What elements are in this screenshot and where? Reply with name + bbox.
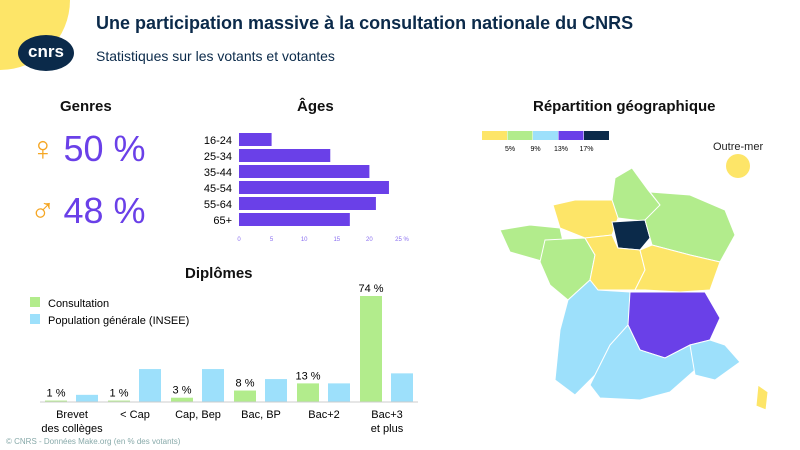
- map-legend-tick: 5%: [505, 146, 515, 153]
- genres-title: Genres: [60, 98, 112, 115]
- legend-label: Population générale (INSEE): [48, 315, 189, 327]
- map-legend-tick: 9%: [530, 146, 540, 153]
- female-symbol-icon: ♀: [30, 129, 56, 168]
- age-label: 45-54: [204, 183, 232, 195]
- age-bar-35-44: [239, 165, 370, 178]
- outre-mer-circle: [726, 154, 750, 178]
- page-subtitle: Statistiques sur les votants et votantes: [96, 48, 335, 64]
- diplome-bar: [328, 383, 350, 402]
- page-title: Une participation massive à la consultat…: [96, 13, 634, 33]
- diplome-bar: [391, 373, 413, 402]
- map-region-paca: [689, 339, 741, 381]
- cnrs-logo: cnrs: [18, 35, 74, 71]
- age-label: 25-34: [204, 151, 232, 163]
- age-label: 16-24: [204, 135, 232, 147]
- diplome-value: 8 %: [236, 378, 255, 390]
- diplome-label: Cap, Bep: [175, 409, 221, 421]
- age-tick: 10: [301, 237, 308, 243]
- female-percent: 50 %: [63, 128, 146, 169]
- map-region-normandie: [552, 199, 619, 239]
- map-legend-swatch: [482, 131, 507, 140]
- age-bar-45-54: [239, 181, 389, 194]
- age-bar-65+: [239, 213, 350, 226]
- diplomes-title: Diplômes: [185, 265, 253, 282]
- diplome-bar: [171, 397, 193, 402]
- gender-female: ♀ 50 %: [30, 128, 146, 170]
- age-tick: 25 %: [395, 237, 409, 243]
- age-bar-25-34: [239, 149, 331, 162]
- map-legend-tick: 17%: [579, 146, 593, 153]
- map-legend-swatch: [533, 131, 558, 140]
- diplome-bar: [108, 400, 130, 402]
- diplome-bar: [360, 296, 382, 402]
- diplome-label: Bac+3: [371, 409, 403, 421]
- age-label: 35-44: [204, 167, 232, 179]
- map-region-corse: [755, 384, 769, 411]
- diplome-label: Bac+2: [308, 409, 340, 421]
- footer-credit: © CNRS - Données Make.org (en % des vota…: [6, 437, 181, 446]
- diplome-value: 3 %: [173, 385, 192, 397]
- map-legend-swatch: [507, 131, 533, 140]
- diplome-label: des collèges: [41, 423, 103, 435]
- age-bar-55-64: [239, 197, 376, 210]
- male-percent: 48 %: [63, 190, 146, 231]
- legend-swatch: [30, 314, 40, 324]
- diplome-bar: [202, 369, 224, 402]
- map-legend-swatch: [558, 131, 584, 140]
- diplome-value: 13 %: [295, 370, 320, 382]
- diplome-label: et plus: [371, 423, 404, 435]
- male-symbol-icon: ♂: [30, 191, 56, 230]
- age-tick: 20: [366, 237, 373, 243]
- map-legend-swatch: [584, 131, 609, 140]
- age-tick: 0: [237, 237, 241, 243]
- ages-title: Âges: [297, 98, 334, 115]
- diplome-bar: [297, 383, 319, 402]
- age-bar-16-24: [239, 133, 272, 146]
- map-legend-tick: 13%: [554, 146, 568, 153]
- legend-swatch: [30, 297, 40, 307]
- age-tick: 5: [270, 237, 274, 243]
- diplome-bar: [234, 390, 256, 402]
- map-region-ile-de-france: [611, 219, 651, 251]
- diplome-value: 74 %: [358, 283, 383, 295]
- map-title: Répartition géographique: [533, 98, 716, 115]
- gender-male: ♂ 48 %: [30, 190, 146, 232]
- diplome-bar: [45, 400, 67, 402]
- diplome-value: 1 %: [110, 388, 129, 400]
- age-tick: 15: [333, 237, 340, 243]
- diplome-bar: [139, 369, 161, 402]
- map-region-bourgogne-fc: [634, 244, 721, 293]
- diplome-value: 1 %: [47, 388, 66, 400]
- diplome-label: Brevet: [56, 409, 88, 421]
- diplome-bar: [76, 394, 98, 402]
- age-label: 55-64: [204, 199, 232, 211]
- diplome-label: < Cap: [120, 409, 150, 421]
- legend-label: Consultation: [48, 298, 109, 310]
- outre-mer-label: Outre-mer: [713, 141, 764, 153]
- diplome-bar: [265, 379, 287, 402]
- diplome-label: Bac, BP: [241, 409, 281, 421]
- age-label: 65+: [213, 215, 232, 227]
